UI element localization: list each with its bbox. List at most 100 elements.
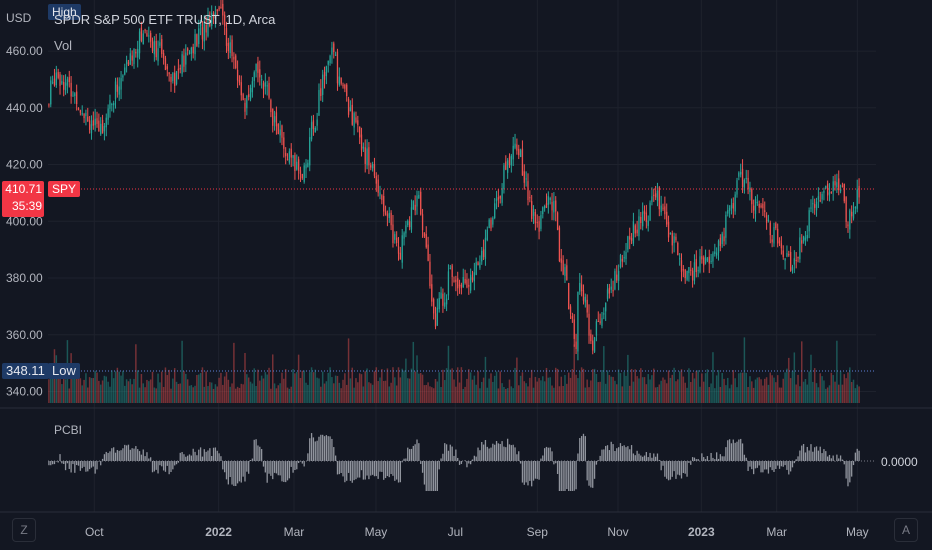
pcbi-bar — [214, 447, 217, 461]
pcbi-bar — [536, 461, 538, 479]
pcbi-bar — [164, 461, 167, 472]
pcbi-legend[interactable]: PCBI — [54, 423, 83, 437]
pcbi-bar — [760, 461, 762, 473]
volume-legend[interactable]: Vol — [54, 38, 73, 53]
candle-body — [296, 161, 298, 170]
volume-bar — [845, 378, 847, 403]
pcbi-bar — [636, 450, 638, 461]
volume-bar — [325, 381, 328, 403]
low-tag: Low — [48, 363, 80, 379]
volume-bar — [680, 369, 683, 403]
pcbi-bar — [340, 461, 342, 473]
candle-body — [510, 155, 512, 166]
volume-bar — [701, 373, 703, 403]
candle-body — [129, 53, 131, 65]
pcbi-bar — [595, 461, 598, 465]
candle-body — [64, 82, 67, 91]
pcbi-bar — [296, 461, 298, 470]
candle-body — [614, 271, 616, 290]
volume-bar — [72, 367, 74, 403]
pcbi-bar — [569, 461, 572, 491]
volume-bar — [508, 379, 511, 403]
candle-body — [697, 270, 699, 272]
pcbi-bar — [664, 461, 666, 477]
pcbi-bar — [789, 461, 792, 472]
pcbi-bar — [601, 449, 603, 461]
zoom-toggle-button[interactable]: Z — [12, 518, 36, 542]
candle-body — [564, 267, 566, 276]
volume-bar — [212, 388, 215, 403]
candle-body — [664, 206, 666, 215]
volume-bar — [290, 386, 292, 403]
candle-body — [573, 319, 575, 339]
candle-body — [667, 221, 670, 238]
pcbi-bar — [475, 456, 477, 461]
volume-bar — [630, 368, 633, 403]
volume-bar — [569, 377, 572, 403]
pcbi-bar — [627, 446, 629, 461]
candle-body — [693, 262, 696, 281]
pcbi-bar — [309, 438, 311, 461]
volume-bar — [751, 381, 753, 403]
candle-body — [133, 48, 135, 64]
pcbi-bar — [207, 450, 209, 461]
pcbi-bar — [564, 461, 566, 491]
volume-bar — [610, 376, 612, 403]
volume-bar — [135, 344, 137, 403]
pcbi-bar — [159, 461, 161, 466]
candle-body — [220, 6, 222, 8]
volume-bar — [841, 384, 844, 403]
pcbi-bar — [76, 461, 78, 466]
volume-bar — [381, 369, 383, 403]
volume-bar — [83, 379, 85, 403]
pcbi-bar — [244, 461, 246, 482]
candle-body — [540, 215, 542, 229]
pcbi-bar — [177, 461, 180, 463]
volume-bar — [373, 371, 376, 403]
volume-bar — [438, 372, 440, 403]
volume-bar — [776, 375, 779, 403]
candle-body — [340, 77, 342, 84]
candle-body — [734, 194, 736, 212]
pcbi-bar — [74, 461, 76, 473]
candle-body — [851, 211, 853, 217]
pcbi-bar — [745, 457, 747, 461]
candle-body — [260, 79, 263, 81]
candle-body — [131, 55, 133, 61]
candle-body — [747, 177, 749, 190]
auto-scale-button[interactable]: A — [894, 518, 918, 542]
volume-bar — [741, 372, 744, 403]
volume-bar — [357, 382, 359, 403]
candle-body — [207, 14, 209, 36]
volume-bar — [836, 340, 838, 403]
candle-body — [629, 236, 631, 240]
pcbi-bar — [717, 458, 720, 461]
pcbi-bar — [545, 446, 548, 461]
candle-body — [741, 168, 744, 187]
pcbi-bar — [375, 461, 377, 477]
candle-body — [854, 207, 857, 209]
candle-body — [673, 236, 675, 243]
volume-bar — [599, 381, 601, 403]
symbol-legend[interactable]: SPDR S&P 500 ETF TRUST, 1D, Arca — [54, 12, 276, 27]
candle-body — [727, 210, 729, 214]
candle-body — [634, 225, 636, 234]
time-axis[interactable]: Oct 2022 Mar May Jul Sep Nov 2023 Mar May — [85, 525, 869, 539]
volume-bar — [161, 371, 163, 403]
volume-bar — [603, 346, 605, 403]
pcbi-bar — [638, 453, 640, 461]
pcbi-bar — [59, 454, 61, 461]
last-price-value: 410.71 — [5, 182, 42, 196]
price-axis[interactable]: USD 460.00 440.00 420.00 400.00 380.00 360.00… — [6, 11, 43, 398]
volume-bar — [442, 369, 444, 403]
pcbi-bar — [368, 461, 370, 480]
volume-bar — [255, 385, 257, 403]
volume-bar — [114, 371, 117, 403]
volume-bar — [473, 375, 476, 403]
candle-body — [88, 120, 91, 130]
candle-body — [701, 256, 703, 260]
pcbi-bar — [114, 452, 117, 461]
volume-bar — [299, 377, 302, 403]
volume-bar — [654, 387, 657, 403]
